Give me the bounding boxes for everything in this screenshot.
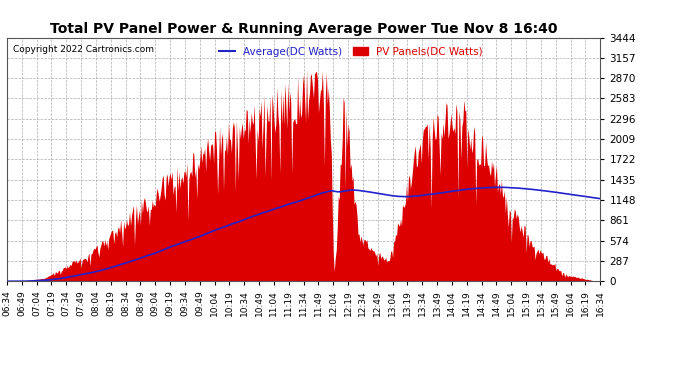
Title: Total PV Panel Power & Running Average Power Tue Nov 8 16:40: Total PV Panel Power & Running Average P… [50, 22, 558, 36]
Legend: Average(DC Watts), PV Panels(DC Watts): Average(DC Watts), PV Panels(DC Watts) [215, 43, 487, 61]
Text: Copyright 2022 Cartronics.com: Copyright 2022 Cartronics.com [13, 45, 154, 54]
